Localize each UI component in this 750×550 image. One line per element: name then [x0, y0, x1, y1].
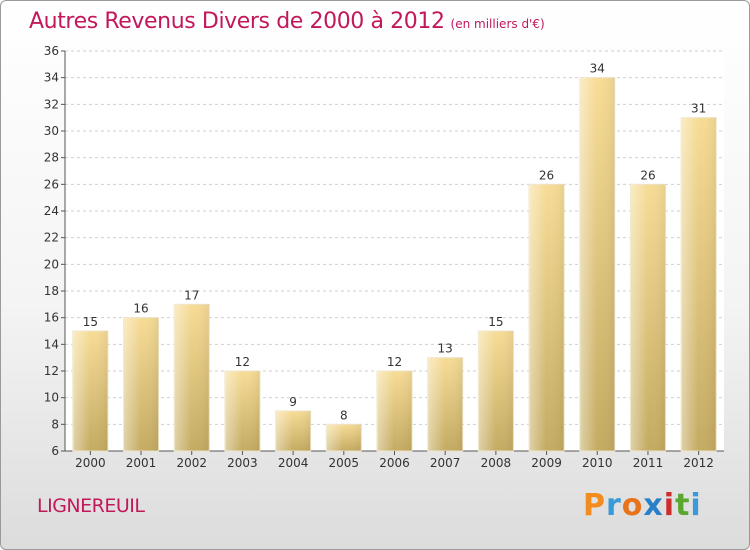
y-tick-label: 18: [44, 284, 59, 298]
x-tick-label: 2005: [329, 456, 360, 470]
bar-shine: [72, 331, 108, 451]
y-tick-label: 24: [44, 204, 59, 218]
y-tick-label: 36: [44, 44, 59, 58]
x-tick-label: 2003: [227, 456, 258, 470]
y-tick-label: 26: [44, 177, 59, 191]
y-tick-label: 6: [51, 444, 59, 458]
data-label: 12: [235, 355, 250, 369]
y-tick-label: 28: [44, 151, 59, 165]
y-tick-label: 10: [44, 391, 59, 405]
data-label: 8: [340, 408, 348, 422]
logo-letter: x: [643, 488, 664, 523]
data-label: 9: [289, 395, 297, 409]
y-tick-label: 20: [44, 257, 59, 271]
bar-shine: [326, 424, 362, 451]
y-tick-label: 22: [44, 231, 59, 245]
bar-shine: [529, 184, 565, 452]
place-name: LIGNEREUIL: [37, 495, 145, 517]
x-tick-label: 2012: [683, 456, 714, 470]
logo-letter: r: [606, 488, 622, 523]
data-label: 31: [691, 102, 706, 116]
x-tick-label: 2008: [481, 456, 512, 470]
chart-title: Autres Revenus Divers de 2000 à 2012 (en …: [29, 9, 545, 34]
bar-shine: [275, 411, 311, 451]
x-tick-label: 2009: [531, 456, 562, 470]
bar-shine: [478, 331, 514, 451]
data-label: 13: [438, 342, 453, 356]
x-tick-label: 2004: [278, 456, 309, 470]
x-tick-label: 2000: [75, 456, 106, 470]
y-tick-label: 30: [44, 124, 59, 138]
chart-subtitle: (en milliers d'€): [450, 17, 545, 31]
y-tick-label: 32: [44, 97, 59, 111]
y-tick-label: 8: [51, 417, 59, 431]
data-label: 26: [640, 168, 655, 182]
x-tick-label: 2002: [176, 456, 207, 470]
y-tick-label: 34: [44, 71, 59, 85]
title-text: Autres Revenus Divers de 2000 à 2012: [29, 9, 445, 34]
data-label: 34: [590, 62, 605, 76]
y-tick-label: 16: [44, 311, 59, 325]
logo-letter: o: [621, 488, 644, 523]
logo-letter: P: [583, 488, 606, 523]
logo-letter: t: [675, 488, 691, 523]
y-tick-label: 12: [44, 364, 59, 378]
logo-letter: i: [663, 488, 676, 523]
bar-shine: [630, 184, 666, 452]
data-label: 15: [488, 315, 503, 329]
bar-shine: [427, 357, 463, 451]
data-label: 12: [387, 355, 402, 369]
x-tick-label: 2010: [582, 456, 613, 470]
bar-shine: [377, 371, 412, 451]
data-label: 17: [184, 288, 199, 302]
bar-shine: [123, 317, 159, 451]
bar-shine: [224, 371, 260, 451]
x-tick-label: 2007: [430, 456, 461, 470]
logo-letter: i: [690, 488, 702, 523]
data-label: 15: [83, 315, 98, 329]
x-tick-label: 2006: [379, 456, 410, 470]
y-tick-label: 14: [44, 337, 59, 351]
bar-shine: [681, 117, 717, 452]
x-tick-label: 2001: [126, 456, 157, 470]
data-label: 16: [133, 302, 148, 316]
data-label: 26: [539, 168, 554, 182]
bar-shine: [174, 304, 210, 451]
bar-shine: [579, 77, 615, 452]
x-tick-label: 2011: [633, 456, 664, 470]
proxiti-logo: Proxiti: [583, 488, 702, 523]
